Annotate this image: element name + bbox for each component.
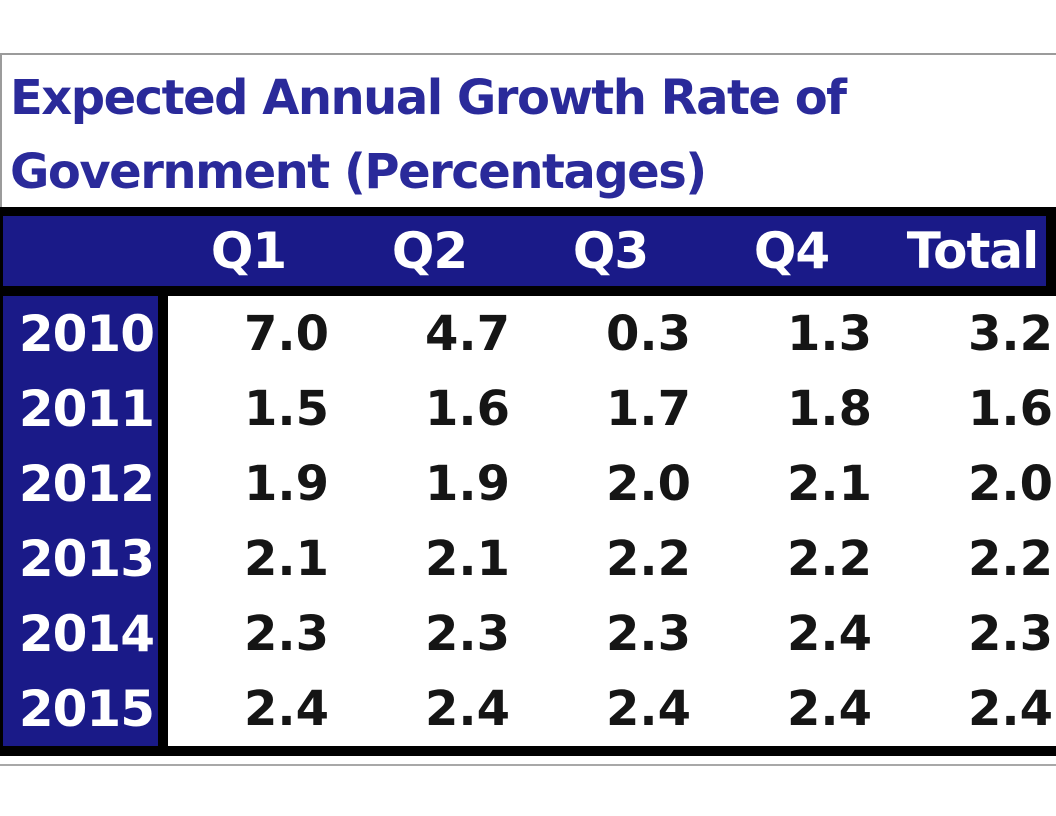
cell-value: 2.4 bbox=[605, 680, 691, 737]
table-row: 2010 7.0 4.7 0.3 1.3 3.2 bbox=[0, 296, 1056, 371]
table-title-line-1: Expected Annual Growth Rate of bbox=[10, 70, 847, 126]
header-q3: Q3 bbox=[572, 222, 649, 280]
cell-value: 2.4 bbox=[424, 680, 510, 737]
table-body: 2010 7.0 4.7 0.3 1.3 3.2 2011 1.5 1.6 1.… bbox=[0, 296, 1056, 746]
table-left-border bbox=[0, 207, 3, 756]
cell-value: 1.7 bbox=[605, 380, 691, 437]
cell-value: 2.1 bbox=[243, 530, 329, 587]
cell-value: 1.9 bbox=[424, 455, 510, 512]
cell-value: 3.2 bbox=[967, 305, 1053, 362]
cell-value: 2.2 bbox=[786, 530, 872, 587]
cell-value: 4.7 bbox=[424, 305, 510, 362]
cell-value: 2.4 bbox=[786, 680, 872, 737]
cell-value: 2.2 bbox=[967, 530, 1053, 587]
cell-value: 2.1 bbox=[424, 530, 510, 587]
cell-value: 2.0 bbox=[605, 455, 691, 512]
year-divider bbox=[158, 371, 168, 446]
cell-value: 2.4 bbox=[786, 605, 872, 662]
year-divider bbox=[158, 296, 168, 371]
cell-value: 2.3 bbox=[605, 605, 691, 662]
cell-value: 7.0 bbox=[243, 305, 329, 362]
cell-value: 1.6 bbox=[424, 380, 510, 437]
table-header-row: Q1 Q2 Q3 Q4 Total bbox=[0, 216, 1056, 286]
cell-value: 1.8 bbox=[786, 380, 872, 437]
table-row: 2011 1.5 1.6 1.7 1.8 1.6 bbox=[0, 371, 1056, 446]
bottom-rule bbox=[0, 746, 1056, 756]
year-label: 2011 bbox=[0, 371, 158, 446]
header-q2: Q2 bbox=[391, 222, 468, 280]
year-label: 2013 bbox=[0, 521, 158, 596]
cell-value: 2.0 bbox=[967, 455, 1053, 512]
header-q4: Q4 bbox=[753, 222, 830, 280]
cell-value: 2.1 bbox=[786, 455, 872, 512]
table-row: 2013 2.1 2.1 2.2 2.2 2.2 bbox=[0, 521, 1056, 596]
year-divider bbox=[158, 596, 168, 671]
cell-value: 2.3 bbox=[424, 605, 510, 662]
year-divider bbox=[158, 521, 168, 596]
year-label: 2014 bbox=[0, 596, 158, 671]
year-divider bbox=[158, 671, 168, 746]
table-title-line-2: Government (Percentages) bbox=[10, 144, 707, 200]
cell-value: 2.3 bbox=[243, 605, 329, 662]
cell-value: 0.3 bbox=[605, 305, 691, 362]
cell-value: 1.3 bbox=[786, 305, 872, 362]
top-rule bbox=[0, 207, 1056, 216]
bottom-grid-line bbox=[0, 764, 1056, 766]
year-label: 2015 bbox=[0, 671, 158, 746]
year-label: 2012 bbox=[0, 446, 158, 521]
header-q1: Q1 bbox=[210, 222, 287, 280]
cell-value: 1.6 bbox=[967, 380, 1053, 437]
cell-value: 2.4 bbox=[967, 680, 1053, 737]
table-row: 2012 1.9 1.9 2.0 2.1 2.0 bbox=[0, 446, 1056, 521]
cell-value: 1.9 bbox=[243, 455, 329, 512]
cell-value: 2.2 bbox=[605, 530, 691, 587]
cell-value: 2.4 bbox=[243, 680, 329, 737]
table-row: 2014 2.3 2.3 2.3 2.4 2.3 bbox=[0, 596, 1056, 671]
header-bottom-rule bbox=[0, 286, 1056, 296]
header-total: Total bbox=[906, 222, 1040, 280]
year-label: 2010 bbox=[0, 296, 158, 371]
cell-value: 2.3 bbox=[967, 605, 1053, 662]
table-title: Expected Annual Growth Rate of Governmen… bbox=[0, 53, 1056, 207]
cell-value: 1.5 bbox=[243, 380, 329, 437]
year-divider bbox=[158, 446, 168, 521]
table-row: 2015 2.4 2.4 2.4 2.4 2.4 bbox=[0, 671, 1056, 746]
